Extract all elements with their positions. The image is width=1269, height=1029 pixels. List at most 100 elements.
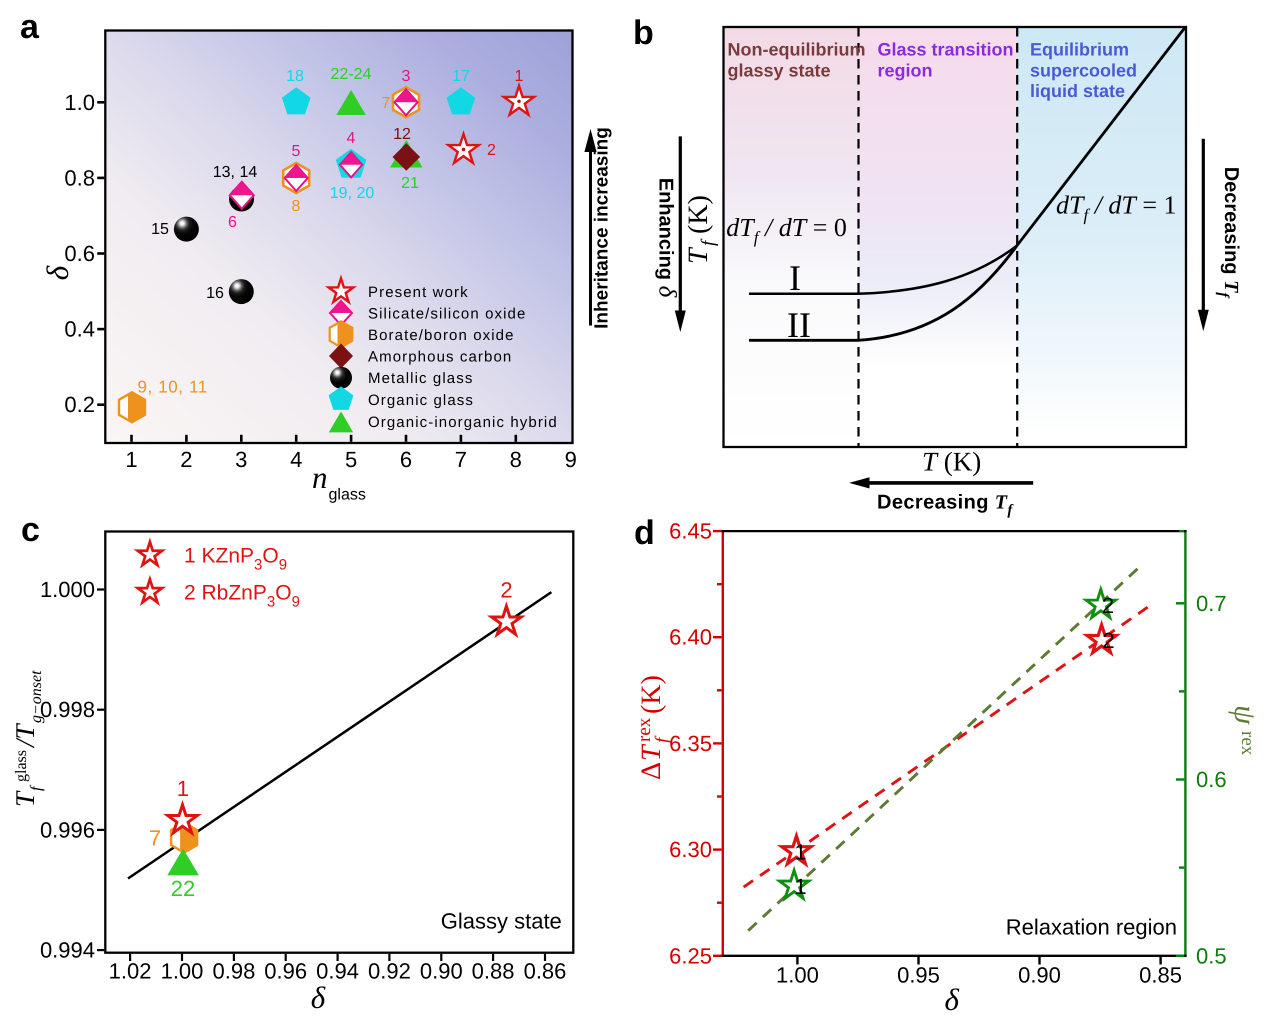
svg-text:f: f bbox=[652, 735, 673, 743]
svg-text:17: 17 bbox=[452, 68, 470, 85]
svg-text:2: 2 bbox=[1102, 628, 1114, 653]
svg-text:Equilibrium: Equilibrium bbox=[1030, 40, 1129, 60]
svg-text:9, 10, 11: 9, 10, 11 bbox=[138, 378, 208, 397]
svg-text:c: c bbox=[21, 511, 40, 549]
svg-text:ψ: ψ bbox=[1228, 705, 1263, 725]
svg-text:5: 5 bbox=[345, 447, 357, 472]
svg-text:(K): (K) bbox=[683, 195, 714, 234]
svg-text:15: 15 bbox=[151, 221, 169, 238]
svg-text:6.40: 6.40 bbox=[669, 625, 712, 650]
svg-text:0.996: 0.996 bbox=[40, 817, 95, 842]
svg-text:8: 8 bbox=[292, 198, 301, 215]
svg-text:Amorphous carbon: Amorphous carbon bbox=[368, 349, 512, 366]
svg-text:6.35: 6.35 bbox=[669, 731, 712, 756]
svg-text:2: 2 bbox=[487, 142, 496, 159]
svg-text:0.98: 0.98 bbox=[212, 959, 255, 984]
svg-text:Δ: Δ bbox=[636, 762, 667, 780]
svg-text:T (K): T (K) bbox=[922, 447, 981, 477]
svg-text:3: 3 bbox=[235, 447, 247, 472]
svg-text:region: region bbox=[878, 60, 933, 80]
svg-text:Glassy state: Glassy state bbox=[441, 908, 562, 933]
svg-text:0.88: 0.88 bbox=[472, 959, 515, 984]
svg-text:1.00: 1.00 bbox=[161, 959, 204, 984]
svg-text:12: 12 bbox=[393, 126, 411, 143]
svg-text:2: 2 bbox=[1102, 593, 1114, 618]
svg-text:1.02: 1.02 bbox=[109, 959, 152, 984]
svg-text:7: 7 bbox=[455, 447, 467, 472]
svg-text:n: n bbox=[312, 460, 328, 495]
svg-text:19, 20: 19, 20 bbox=[330, 185, 375, 202]
svg-text:4: 4 bbox=[290, 447, 302, 472]
svg-text:1: 1 bbox=[794, 874, 806, 899]
svg-text:6.25: 6.25 bbox=[669, 943, 712, 968]
svg-text:1: 1 bbox=[515, 68, 524, 85]
svg-text:8: 8 bbox=[510, 447, 522, 472]
svg-text:supercooled: supercooled bbox=[1030, 60, 1137, 80]
svg-text:6: 6 bbox=[228, 214, 237, 231]
svg-text:6: 6 bbox=[400, 447, 412, 472]
svg-text:9: 9 bbox=[565, 447, 577, 472]
svg-text:II: II bbox=[787, 305, 811, 345]
svg-text:δ: δ bbox=[40, 265, 75, 280]
svg-text:7: 7 bbox=[149, 825, 161, 850]
svg-text:glass: glass bbox=[13, 750, 30, 782]
svg-text:dTf / dT = 1: dTf / dT = 1 bbox=[1056, 191, 1177, 225]
svg-text:0.90: 0.90 bbox=[420, 959, 463, 984]
svg-text:Glass transition: Glass transition bbox=[878, 40, 1014, 60]
svg-text:5: 5 bbox=[292, 143, 301, 160]
svg-text:δ: δ bbox=[311, 980, 326, 1015]
svg-text:0.95: 0.95 bbox=[897, 963, 940, 988]
svg-text:0.94: 0.94 bbox=[316, 959, 359, 984]
svg-text:0.6: 0.6 bbox=[64, 241, 95, 266]
svg-text:22: 22 bbox=[171, 876, 195, 901]
svg-text:0.90: 0.90 bbox=[1018, 963, 1061, 988]
svg-text:/T: /T bbox=[10, 722, 40, 749]
svg-text:(K): (K) bbox=[636, 675, 667, 714]
svg-text:glass: glass bbox=[329, 487, 366, 504]
svg-text:4: 4 bbox=[347, 130, 356, 147]
svg-text:0.4: 0.4 bbox=[64, 317, 95, 342]
svg-text:0.92: 0.92 bbox=[368, 959, 411, 984]
svg-text:22-24: 22-24 bbox=[331, 66, 372, 83]
svg-text:16: 16 bbox=[206, 285, 224, 302]
svg-text:0.8: 0.8 bbox=[64, 165, 95, 190]
svg-text:Organic-inorganic hybrid: Organic-inorganic hybrid bbox=[368, 414, 558, 431]
svg-text:b: b bbox=[633, 14, 654, 52]
svg-text:Metallic glass: Metallic glass bbox=[368, 370, 473, 387]
svg-text:6.30: 6.30 bbox=[669, 837, 712, 862]
svg-text:T: T bbox=[683, 246, 714, 264]
svg-text:0.86: 0.86 bbox=[524, 959, 567, 984]
svg-text:0.998: 0.998 bbox=[40, 697, 95, 722]
svg-text:7: 7 bbox=[382, 95, 391, 112]
svg-text:6.45: 6.45 bbox=[669, 519, 712, 544]
svg-text:T: T bbox=[10, 790, 40, 807]
svg-text:I: I bbox=[789, 258, 801, 298]
svg-text:2: 2 bbox=[180, 447, 192, 472]
svg-text:18: 18 bbox=[286, 68, 304, 85]
svg-text:0.96: 0.96 bbox=[264, 959, 307, 984]
svg-text:0.6: 0.6 bbox=[1196, 767, 1227, 792]
svg-text:1: 1 bbox=[177, 776, 189, 801]
svg-text:13, 14: 13, 14 bbox=[213, 164, 258, 181]
svg-text:d: d bbox=[634, 514, 655, 552]
svg-text:1.00: 1.00 bbox=[776, 963, 819, 988]
svg-text:Inheritance increasing: Inheritance increasing bbox=[592, 127, 613, 329]
svg-text:f: f bbox=[698, 238, 719, 246]
svg-text:Non-equilibrium: Non-equilibrium bbox=[728, 40, 866, 60]
svg-text:dTf / dT = 0: dTf / dT = 0 bbox=[726, 213, 847, 247]
svg-text:2: 2 bbox=[500, 578, 512, 603]
svg-text:3: 3 bbox=[402, 68, 411, 85]
svg-text:rex: rex bbox=[634, 717, 655, 742]
svg-text:1.000: 1.000 bbox=[40, 577, 95, 602]
svg-text:0.85: 0.85 bbox=[1139, 963, 1182, 988]
svg-text:0.994: 0.994 bbox=[40, 938, 95, 963]
svg-text:0.7: 0.7 bbox=[1196, 591, 1227, 616]
svg-text:liquid state: liquid state bbox=[1030, 81, 1125, 101]
svg-text:Silicate/silicon oxide: Silicate/silicon oxide bbox=[368, 306, 526, 323]
svg-text:Borate/boron oxide: Borate/boron oxide bbox=[368, 327, 515, 344]
svg-text:rex: rex bbox=[1237, 731, 1258, 756]
svg-text:0.2: 0.2 bbox=[64, 392, 95, 417]
svg-text:0.5: 0.5 bbox=[1196, 943, 1227, 968]
svg-text:1.0: 1.0 bbox=[64, 90, 95, 115]
svg-text:f: f bbox=[28, 784, 45, 791]
